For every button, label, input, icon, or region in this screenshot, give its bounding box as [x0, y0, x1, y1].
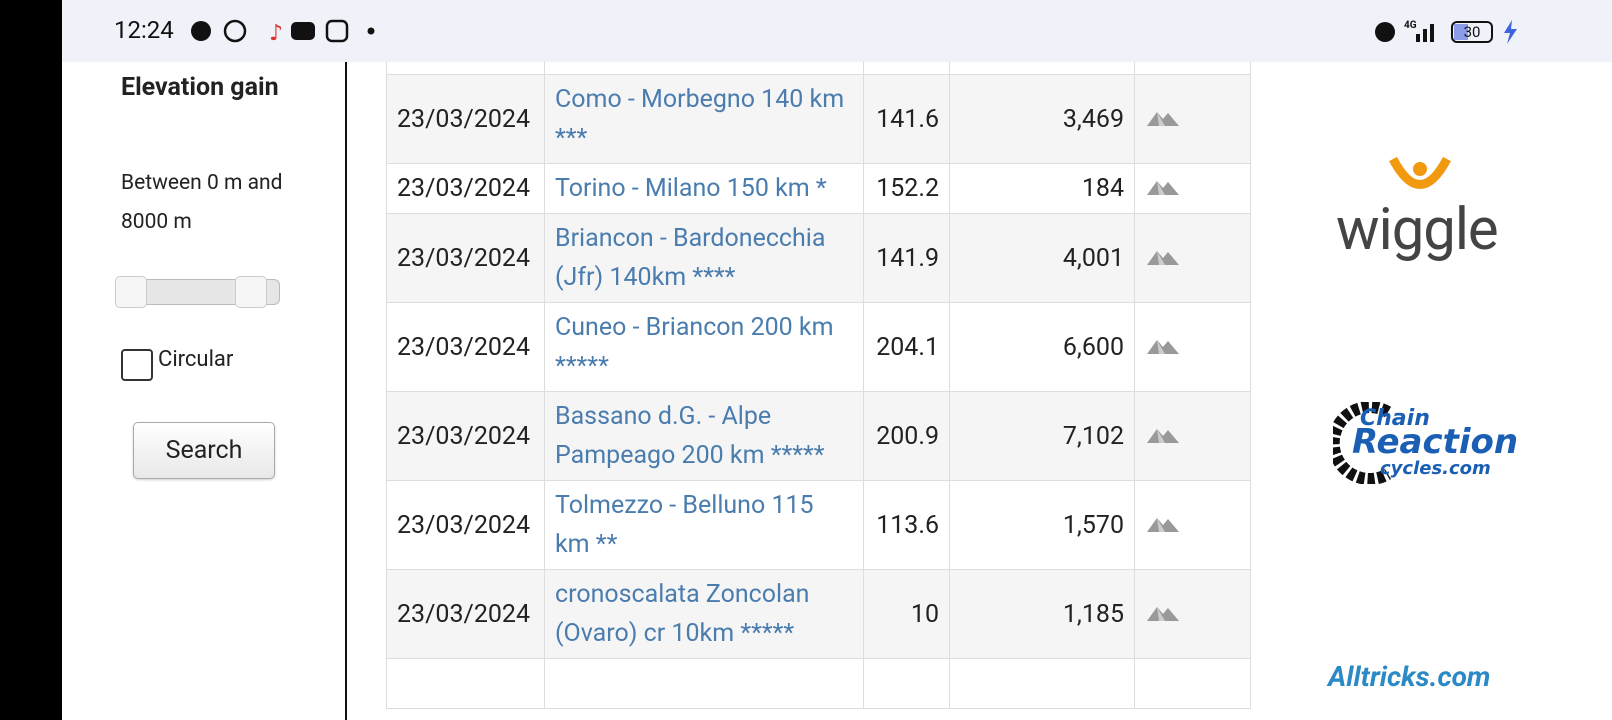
battery: 30	[1464, 23, 1481, 41]
elevation: 184	[949, 163, 1135, 214]
app-icons: ♪	[191, 19, 375, 46]
date: 23/03/2024	[386, 569, 545, 659]
profile-cell[interactable]	[1134, 569, 1251, 659]
range-text: Between 0 m and 8000 m	[121, 171, 283, 234]
profile-icon[interactable]	[1145, 176, 1181, 196]
table-row: 23/03/2024 Cuneo - Briancon 200 km ***** 2…	[386, 302, 1251, 392]
table-row	[386, 658, 1251, 709]
elevation: 1,185	[949, 569, 1135, 659]
ad-wiggle[interactable]: wiggle	[1336, 196, 1499, 264]
table-row: 23/03/2024 Briancon - Bardonecchia (Jfr) …	[386, 213, 1251, 303]
table-row: 23/03/2024 Torino - Milano 150 km * 152.2 1…	[386, 163, 1251, 214]
date: 23/03/2024	[386, 391, 545, 481]
route-link[interactable]: Cuneo - Briancon 200 km *****	[544, 302, 864, 392]
empty-cell	[544, 658, 864, 709]
empty-cell	[1134, 658, 1251, 709]
profile-cell[interactable]	[1134, 163, 1251, 214]
wiggle-smile	[1389, 156, 1451, 189]
routes-table: 23/03/2024215 km *****217.67,49923/03/20…	[386, 24, 1251, 709]
profile-cell[interactable]	[1134, 391, 1251, 481]
table-row: 23/03/2024 Bassano d.G. - Alpe Pampeago 2…	[386, 391, 1251, 481]
slider-handle[interactable]	[115, 276, 147, 308]
profile-icon[interactable]	[1145, 246, 1181, 266]
route-link[interactable]: Torino - Milano 150 km *	[544, 163, 864, 214]
empty-cell	[386, 658, 545, 709]
distance: 200.9	[863, 391, 950, 481]
profile-icon[interactable]	[1145, 424, 1181, 444]
elevation: 4,001	[949, 213, 1135, 303]
elevation: 1,570	[949, 480, 1135, 570]
network: 4G	[1404, 20, 1417, 31]
distance: 141.9	[863, 213, 950, 303]
profile-icon[interactable]	[1145, 107, 1181, 127]
route-link[interactable]: Tolmezzo - Belluno 115 km **	[544, 480, 864, 570]
system-icons: 4G 30	[1375, 20, 1517, 44]
distance: 10	[863, 569, 950, 659]
route-link[interactable]: Bassano d.G. - Alpe Pampeago 200 km ****…	[544, 391, 864, 481]
elevation: 7,102	[949, 391, 1135, 481]
clock: 12:24	[114, 16, 174, 44]
empty-cell	[949, 658, 1135, 709]
route-link[interactable]: cronoscalata Zoncolan (Ovaro) cr 10km **…	[544, 569, 864, 659]
status-bar: 12:24 ♪ 4G 30	[62, 0, 1612, 62]
elevation: 6,600	[949, 302, 1135, 392]
date: 23/03/2024	[386, 163, 545, 214]
elevation: 3,469	[949, 74, 1135, 164]
svg-text:♪: ♪	[269, 21, 283, 46]
ad-crc[interactable]: Reaction	[1352, 422, 1519, 462]
profile-icon[interactable]	[1145, 335, 1181, 355]
crc-gear	[1333, 402, 1392, 484]
profile-cell[interactable]	[1134, 74, 1251, 164]
profile-icon[interactable]	[1145, 513, 1181, 533]
range-slider[interactable]	[115, 276, 280, 308]
profile-cell[interactable]	[1134, 480, 1251, 570]
checkbox-label: Circular	[158, 347, 234, 372]
distance: 141.6	[863, 74, 950, 164]
profile-cell[interactable]	[1134, 302, 1251, 392]
date: 23/03/2024	[386, 213, 545, 303]
date: 23/03/2024	[386, 302, 545, 392]
distance: 113.6	[863, 480, 950, 570]
ad-crc[interactable]: cycles.com	[1380, 458, 1491, 479]
divider	[345, 62, 347, 720]
distance: 204.1	[863, 302, 950, 392]
slider-handle[interactable]	[235, 276, 267, 308]
empty-cell	[863, 658, 950, 709]
profile-icon[interactable]	[1145, 602, 1181, 622]
ad-alltricks[interactable]: Alltricks.com	[1328, 660, 1491, 693]
table-row: 23/03/2024 cronoscalata Zoncolan (Ovaro) …	[386, 569, 1251, 659]
search-button[interactable]: Search	[133, 422, 275, 479]
date: 23/03/2024	[386, 480, 545, 570]
table-row: 23/03/2024 Tolmezzo - Belluno 115 km ** 11…	[386, 480, 1251, 570]
route-link[interactable]: Briancon - Bardonecchia (Jfr) 140km ****	[544, 213, 864, 303]
checkbox[interactable]	[121, 349, 153, 381]
table-row: 23/03/2024 Como - Morbegno 140 km *** 141.…	[386, 74, 1251, 164]
ad-crc[interactable]: Chain	[1360, 406, 1430, 431]
date: 23/03/2024	[386, 74, 545, 164]
distance: 152.2	[863, 163, 950, 214]
black-edge	[0, 0, 62, 720]
filter-title: Elevation gain	[121, 73, 279, 102]
route-link[interactable]: Como - Morbegno 140 km ***	[544, 74, 864, 164]
profile-cell[interactable]	[1134, 213, 1251, 303]
